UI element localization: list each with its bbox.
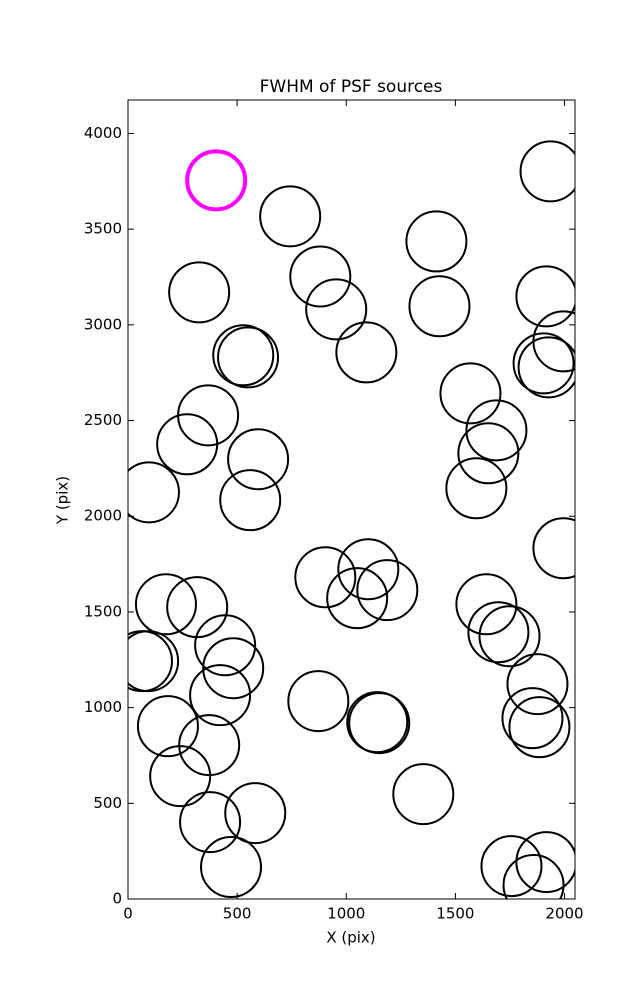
source-circle [194,614,257,677]
source-circle [517,336,575,399]
source-circle [217,326,280,389]
source-circle [467,601,530,664]
y-tick-label: 0 [112,890,122,908]
y-tick-label: 3000 [84,315,122,333]
source-circle [128,461,180,524]
source-circle [289,245,352,308]
y-tick-label: 1500 [84,602,122,620]
source-circle [227,428,290,491]
y-tick-label: 2500 [84,411,122,429]
source-circle [189,664,252,727]
plot-area [128,140,575,899]
source-circle [294,546,357,609]
source-circle [455,573,518,636]
source-circle [185,149,248,212]
source-circle [212,324,275,387]
y-tick-label: 4000 [84,124,122,142]
source-circle [200,836,263,899]
source-circle [445,457,508,520]
source-circle [478,605,541,668]
x-axis-label: X (pix) [326,929,375,947]
source-circle [508,696,571,759]
source-circle [149,745,212,808]
x-tick-label: 500 [223,905,252,923]
source-circle [515,265,575,328]
source-circle [519,140,575,203]
source-circle [392,763,455,826]
source-circle [168,261,231,324]
source-circle [502,854,565,899]
x-tick-label: 2000 [545,905,583,923]
x-tick-label: 0 [123,905,133,923]
source-circle [515,831,575,894]
x-tick-label: 1500 [436,905,474,923]
source-circle [532,517,575,580]
source-circle [512,332,575,395]
source-circle [408,275,471,338]
source-circle [335,321,398,384]
source-circle [337,538,400,601]
source-circle [501,687,564,750]
source-circle [136,695,199,758]
plot-frame [127,99,576,900]
source-circle [287,670,350,733]
chart-title: FWHM of PSF sources [260,77,443,97]
source-circle [224,782,287,845]
source-circle [219,469,282,532]
source-circle [405,210,468,273]
x-tick-label: 1000 [327,905,365,923]
source-circle [506,653,569,716]
source-circle [457,422,520,485]
y-axis-label: Y (pix) [54,476,72,525]
source-circle [480,835,543,898]
y-tick-label: 3500 [84,220,122,238]
source-circle [259,185,322,248]
y-tick-label: 1000 [84,698,122,716]
source-circle [128,630,180,693]
source-circle [348,692,411,755]
source-circle [356,559,419,622]
source-circle [156,413,219,476]
source-circle [305,278,368,341]
source-circle [202,637,265,700]
y-tick-label: 2000 [84,507,122,525]
source-circle [439,362,502,425]
source-circle [326,567,389,630]
source-circle [134,573,197,636]
source-circle [179,791,242,854]
y-tick-label: 500 [93,794,122,812]
source-circle [465,399,528,462]
